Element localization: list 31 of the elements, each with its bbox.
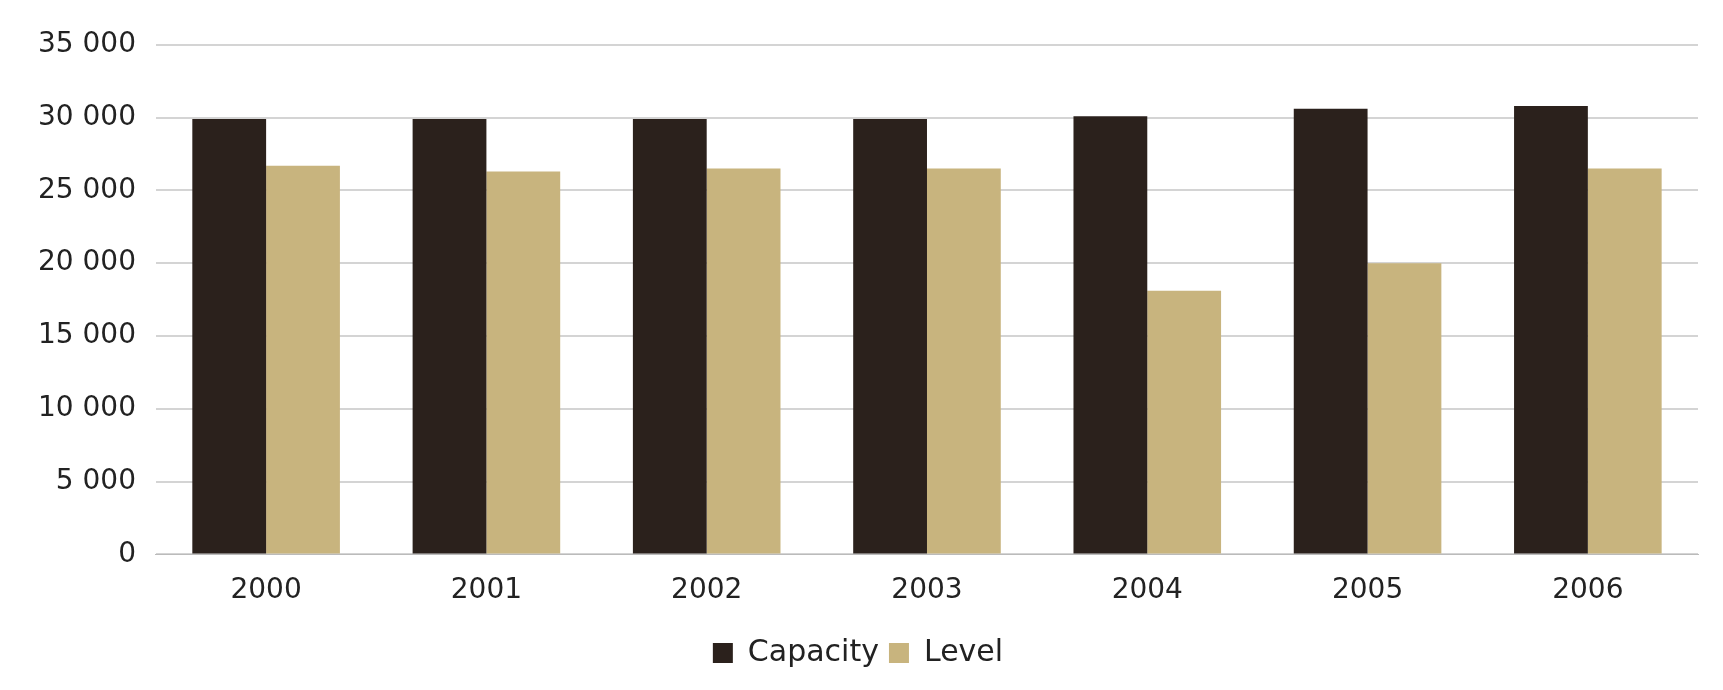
x-tick-label: 2004 bbox=[1111, 572, 1183, 606]
x-tick-label: 2001 bbox=[450, 572, 523, 606]
y-tick-label: 20 000 bbox=[37, 244, 136, 278]
x-tick-label: 2005 bbox=[1331, 572, 1404, 606]
bar bbox=[486, 171, 561, 554]
bar bbox=[1587, 168, 1662, 554]
legend-label: Capacity bbox=[747, 632, 879, 668]
bar bbox=[192, 119, 267, 554]
bar bbox=[266, 165, 340, 554]
y-tick-label: 35 000 bbox=[37, 26, 136, 60]
x-tick-label: 2003 bbox=[891, 572, 963, 606]
bar bbox=[1514, 105, 1588, 554]
y-tick-label: 25 000 bbox=[37, 171, 136, 205]
y-tick-label: 15 000 bbox=[37, 317, 136, 351]
bar bbox=[1073, 116, 1148, 554]
y-tick-label: 0 bbox=[118, 535, 136, 569]
bar bbox=[1367, 263, 1442, 554]
y-tick-label: 10 000 bbox=[37, 390, 136, 424]
bar bbox=[1147, 290, 1222, 554]
y-tick-label: 30 000 bbox=[37, 98, 136, 132]
bar bbox=[1293, 108, 1368, 554]
bar bbox=[706, 168, 781, 554]
bar bbox=[632, 119, 707, 554]
legend-label: Level bbox=[923, 632, 1004, 668]
bar bbox=[926, 168, 1001, 554]
x-tick-label: 2002 bbox=[671, 572, 743, 606]
y-tick-label: 5 000 bbox=[55, 462, 136, 496]
x-tick-label: 2000 bbox=[230, 572, 302, 606]
bar bbox=[853, 119, 927, 554]
x-tick-label: 2006 bbox=[1552, 572, 1624, 606]
bar bbox=[412, 119, 487, 554]
